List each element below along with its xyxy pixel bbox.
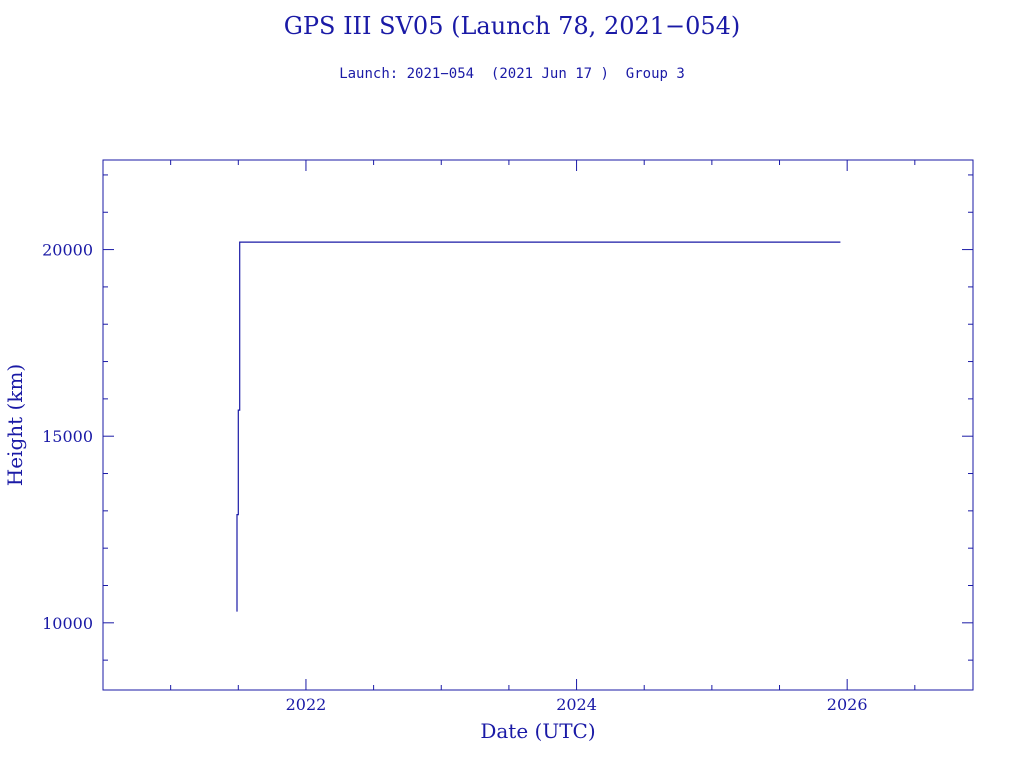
y-axis-label: Height (km) (3, 364, 27, 486)
x-tick-label: 2024 (556, 695, 597, 714)
y-tick-label: 15000 (42, 427, 93, 446)
y-tick-label: 10000 (42, 614, 93, 633)
x-tick-label: 2022 (286, 695, 327, 714)
series-group (236, 241, 841, 612)
tick-labels: 2022 2024 2026 10000 15000 20000 (42, 241, 867, 714)
x-tick-label: 2026 (827, 695, 868, 714)
major-ticks (103, 160, 973, 690)
x-axis-label: Date (UTC) (480, 719, 595, 743)
chart-title: GPS III SV05 (Launch 78, 2021−054) (283, 12, 741, 40)
plot-frame (102, 159, 974, 691)
series-line (236, 241, 841, 612)
y-tick-label: 20000 (42, 241, 93, 260)
chart-subtitle: Launch: 2021−054 (2021 Jun 17 ) Group 3 (339, 66, 685, 82)
minor-ticks (102, 160, 973, 690)
